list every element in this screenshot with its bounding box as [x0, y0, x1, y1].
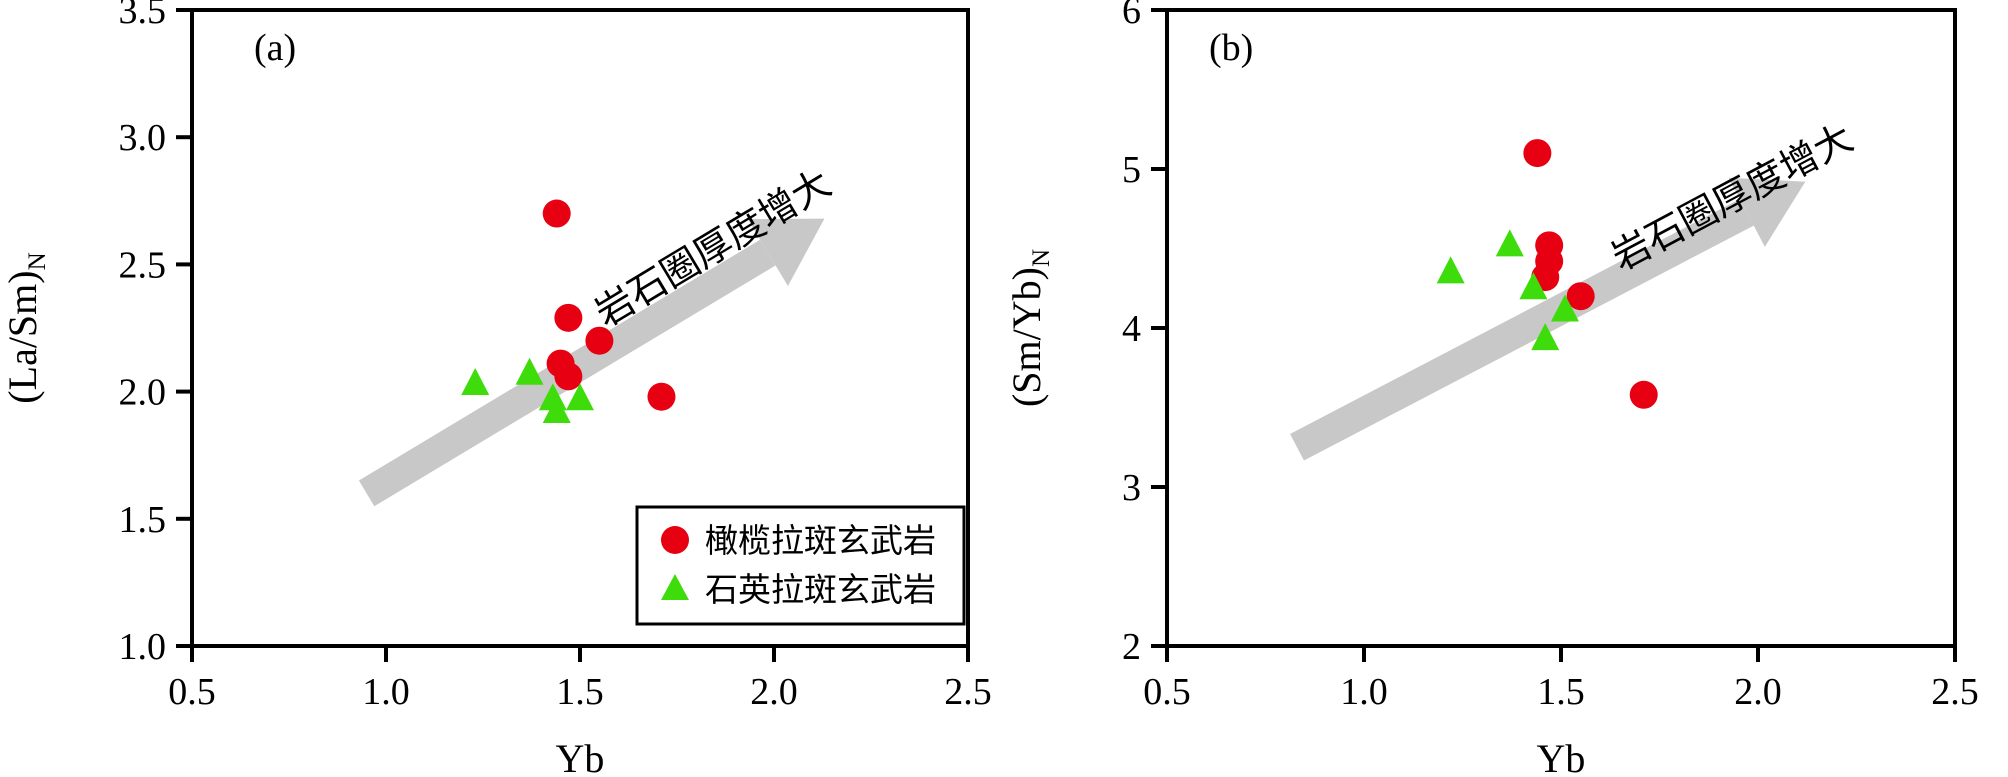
x-axis-title: Yb: [1537, 736, 1586, 777]
trend-arrow-shaft: [1290, 198, 1754, 461]
x-tick-label: 0.5: [168, 671, 216, 713]
data-point-triangle: [1531, 323, 1560, 351]
x-tick-label: 1.5: [1537, 671, 1585, 713]
data-point-circle: [1523, 139, 1552, 168]
data-point-triangle: [1436, 256, 1465, 284]
data-point-triangle: [461, 367, 490, 395]
y-tick-label: 5: [1122, 149, 1141, 191]
data-point-circle: [585, 326, 614, 355]
y-axis-title-main: (La/Sm): [0, 270, 45, 403]
legend-label: 橄榄拉斑玄武岩: [705, 523, 936, 560]
legend-label: 石英拉斑玄武岩: [705, 572, 936, 609]
legend-box: [635, 505, 966, 626]
y-axis-title-subscript: N: [24, 252, 51, 270]
y-axis-title: (Sm/Yb)N: [1004, 249, 1055, 407]
y-tick-label: 1.5: [119, 499, 167, 541]
trend-arrow-head: [1728, 177, 1806, 247]
x-tick-label: 2.5: [1931, 671, 1979, 713]
y-axis-title: (La/Sm)N: [0, 252, 51, 403]
x-tick-label: 1.5: [556, 671, 604, 713]
panel-label: (a): [254, 27, 296, 69]
data-point-triangle: [1519, 272, 1548, 300]
y-tick-label: 3.0: [119, 117, 167, 159]
y-axis-title-subscript: N: [1028, 249, 1055, 267]
y-tick-label: 2.0: [119, 372, 167, 414]
legend-marker-circle: [661, 526, 689, 554]
data-point-circle: [647, 382, 676, 411]
data-point-triangle: [515, 357, 544, 385]
data-point-circle: [542, 199, 571, 228]
x-tick-label: 2.0: [1734, 671, 1782, 713]
data-point-triangle: [1495, 229, 1524, 257]
data-point-circle: [1566, 282, 1595, 311]
legend-marker-triangle: [661, 574, 689, 600]
x-tick-label: 0.5: [1143, 671, 1191, 713]
y-tick-label: 4: [1122, 308, 1141, 350]
x-tick-label: 2.5: [944, 671, 992, 713]
y-tick-label: 6: [1122, 0, 1141, 32]
x-tick-label: 1.0: [1340, 671, 1388, 713]
data-point-triangle: [1550, 294, 1579, 322]
y-tick-label: 1.0: [119, 626, 167, 668]
y-tick-label: 2: [1122, 626, 1141, 668]
trend-arrow-head: [747, 218, 825, 287]
y-tick-label: 3.5: [119, 0, 167, 32]
data-point-circle: [554, 303, 583, 332]
data-point-circle: [554, 362, 583, 391]
annotation-lithosphere-thickness: 岩石圈厚度增大: [1605, 117, 1860, 279]
x-tick-label: 1.0: [362, 671, 410, 713]
x-tick-label: 2.0: [750, 671, 798, 713]
panel-label: (b): [1209, 27, 1253, 69]
x-axis-title: Yb: [556, 736, 605, 777]
plot-frame: [1165, 8, 1957, 648]
y-tick-label: 2.5: [119, 244, 167, 286]
data-point-triangle: [566, 383, 594, 411]
panel-b: 岩石圈厚度增大 0.5 1.0 1.5 2.0 2.5 2 3 4 5 6 Yb (Sm/Yb)N (b): [1004, 0, 1979, 777]
y-axis-title-main: (Sm/Yb): [1004, 267, 1049, 407]
data-point-triangle: [542, 395, 571, 423]
y-tick-label: 3: [1122, 467, 1141, 509]
data-point-circle: [1629, 380, 1658, 409]
